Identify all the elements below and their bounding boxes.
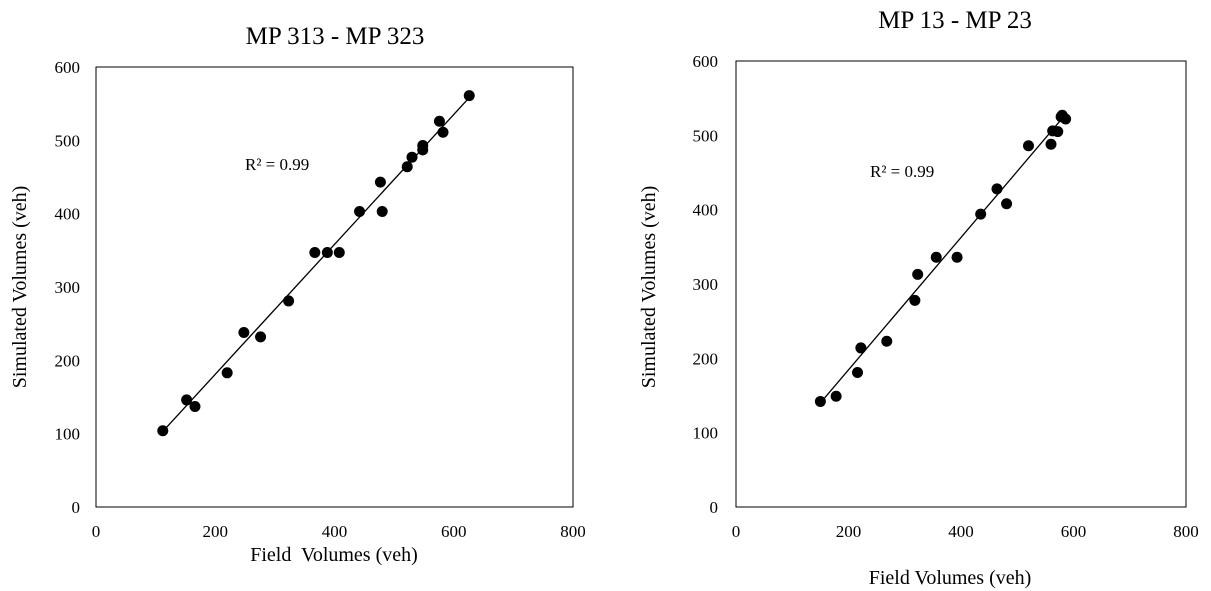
x-tick-label: 800 <box>1173 522 1199 541</box>
data-point <box>991 183 1003 195</box>
x-tick-labels: 0 200 400 600 800 <box>732 522 1199 541</box>
plot-area <box>95 66 574 508</box>
data-point <box>852 366 863 378</box>
data-point <box>909 294 921 306</box>
data-point <box>333 247 345 259</box>
data-point <box>255 331 267 343</box>
data-point <box>1045 138 1057 150</box>
data-point <box>1052 126 1064 138</box>
y-tick-label: 400 <box>693 201 719 220</box>
data-points <box>814 109 1072 407</box>
x-tick-label: 0 <box>92 522 101 541</box>
data-point <box>354 205 366 217</box>
data-point <box>463 90 475 102</box>
x-tick-label: 800 <box>560 522 586 541</box>
y-tick-label: 200 <box>55 351 81 370</box>
x-axis-label: Field Volumes (veh) <box>250 544 418 566</box>
y-tick-label: 400 <box>55 205 81 224</box>
data-point <box>1023 140 1034 152</box>
data-point <box>830 390 842 402</box>
data-point <box>1001 198 1013 210</box>
scatter-chart-right: MP 13 - MP 23 0 100 200 300 400 500 600 0 200 40… <box>610 0 1211 591</box>
y-tick-label: 100 <box>55 425 81 444</box>
r-squared-annotation: R² = 0.99 <box>245 155 309 174</box>
x-tick-label: 200 <box>203 522 229 541</box>
data-point <box>406 151 418 163</box>
data-point <box>417 139 429 151</box>
data-point <box>1060 113 1072 125</box>
data-point <box>951 251 963 263</box>
y-tick-label: 600 <box>693 52 719 71</box>
data-point <box>189 401 201 413</box>
data-point <box>881 335 893 347</box>
y-tick-label: 0 <box>710 498 719 517</box>
y-axis-label: Simulated Volumes (veh) <box>638 186 660 389</box>
x-tick-label: 400 <box>322 522 348 541</box>
x-tick-label: 600 <box>441 522 467 541</box>
y-tick-label: 500 <box>55 131 81 150</box>
y-tick-label: 600 <box>55 58 81 77</box>
data-point <box>157 425 169 437</box>
data-point <box>930 251 942 263</box>
data-point <box>814 395 826 407</box>
data-point <box>912 268 924 280</box>
y-tick-label: 500 <box>693 126 719 145</box>
chart-left-svg: MP 313 - MP 323 0 100 200 300 400 500 600 0 200… <box>9 23 586 566</box>
data-point <box>181 394 193 406</box>
data-point <box>433 115 445 127</box>
data-point <box>855 342 867 354</box>
r-squared-annotation: R² = 0.99 <box>870 162 934 181</box>
x-tick-label: 600 <box>1061 522 1087 541</box>
x-axis-label: Field Volumes (veh) <box>869 567 1032 589</box>
y-tick-labels: 0 100 200 300 400 500 600 <box>693 52 719 517</box>
y-tick-label: 100 <box>693 424 719 443</box>
y-tick-label: 300 <box>693 275 719 294</box>
data-point <box>374 176 386 188</box>
y-axis-label: Simulated Volumes (veh) <box>9 186 31 389</box>
chart-title: MP 13 - MP 23 <box>878 7 1032 34</box>
x-tick-label: 400 <box>948 522 974 541</box>
x-tick-label: 200 <box>836 522 862 541</box>
scatter-chart-left: MP 313 - MP 323 0 100 200 300 400 500 600 0 200… <box>0 0 600 591</box>
data-point <box>376 205 388 217</box>
plot-area <box>735 60 1187 508</box>
data-points <box>157 90 475 437</box>
data-point <box>975 208 987 220</box>
data-point <box>238 326 250 338</box>
data-point <box>309 247 321 259</box>
data-point <box>221 367 233 379</box>
y-tick-label: 300 <box>55 278 81 297</box>
data-point <box>401 161 413 173</box>
data-point <box>437 126 449 138</box>
chart-title: MP 313 - MP 323 <box>246 23 425 50</box>
trendline <box>819 112 1068 404</box>
y-tick-label: 200 <box>693 349 719 368</box>
x-tick-label: 0 <box>732 522 741 541</box>
y-tick-label: 0 <box>72 498 81 517</box>
data-point <box>321 247 333 259</box>
x-tick-labels: 0 200 400 600 800 <box>92 522 586 541</box>
data-point <box>283 295 295 307</box>
chart-right-svg: MP 13 - MP 23 0 100 200 300 400 500 600 0 200 40… <box>638 7 1199 589</box>
y-tick-labels: 0 100 200 300 400 500 600 <box>55 58 81 517</box>
